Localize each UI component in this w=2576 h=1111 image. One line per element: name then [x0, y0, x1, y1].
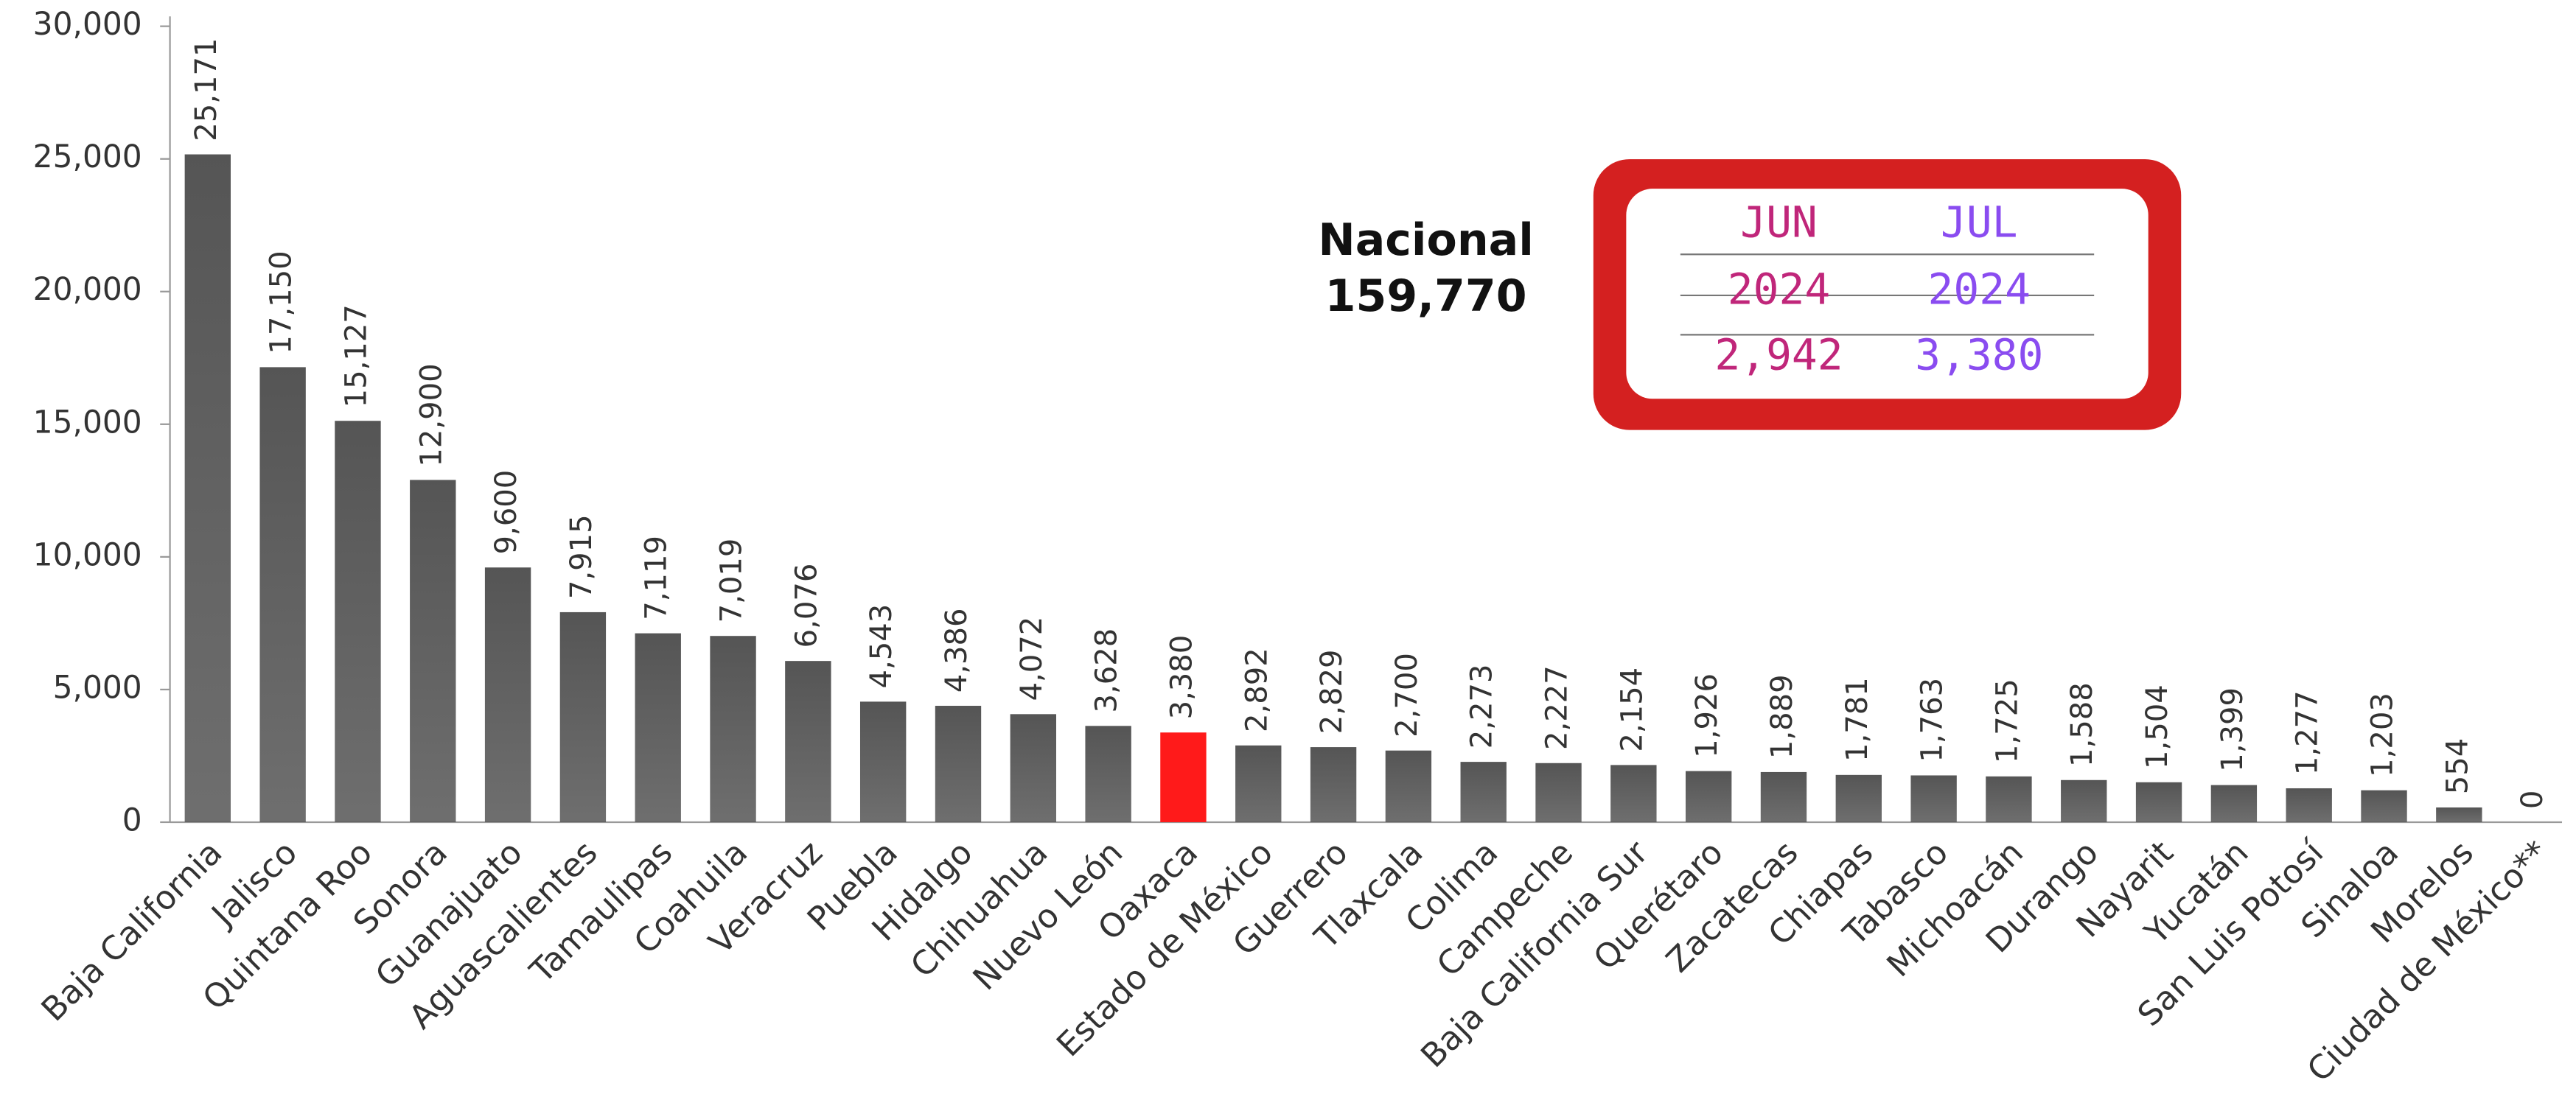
y-tick-label: 30,000 [33, 6, 142, 42]
bar [559, 611, 607, 822]
bar [2210, 785, 2258, 822]
value-label: 2,892 [1240, 648, 1274, 732]
y-tick-label: 5,000 [53, 669, 142, 705]
inset: JUN 2024 2,942 JUL 2024 3,380 [1593, 159, 2182, 430]
value-label: 0 [2516, 791, 2549, 810]
value-label: 1,725 [1990, 679, 2024, 763]
value-label: 1,277 [2291, 690, 2325, 775]
bar [1835, 774, 1882, 822]
inset-month: JUL [1941, 197, 2018, 247]
value-label: 17,150 [265, 250, 299, 354]
value-label: 7,019 [715, 539, 749, 623]
bar [1610, 765, 1657, 822]
bar [785, 661, 831, 822]
bar [1235, 745, 1282, 822]
bar [484, 567, 531, 822]
value-label: 1,504 [2140, 684, 2174, 769]
inset-value: 3,380 [1915, 330, 2043, 380]
value-label: 25,171 [189, 38, 223, 141]
value-label: 2,154 [1615, 667, 1649, 752]
value-label: 4,072 [1015, 617, 1049, 701]
value-label: 1,763 [1916, 678, 1950, 763]
value-label: 7,119 [640, 536, 674, 620]
bar [184, 154, 231, 822]
bar [1910, 775, 1957, 822]
bar [1160, 732, 1207, 822]
bar [1986, 776, 2032, 822]
value-label: 1,399 [2216, 687, 2249, 772]
bar [1460, 762, 1507, 822]
bar [1085, 726, 1131, 822]
bar [710, 636, 756, 822]
y-tick-label: 25,000 [33, 139, 142, 175]
value-label: 1,588 [2065, 682, 2099, 767]
value-label: 2,273 [1465, 665, 1499, 749]
bar [335, 421, 381, 822]
bar [2436, 807, 2482, 822]
value-label: 2,227 [1540, 665, 1574, 750]
bar [259, 367, 306, 822]
bar [2361, 790, 2407, 822]
value-label: 1,889 [1765, 674, 1799, 759]
inset-year: 2024 [1928, 264, 2031, 315]
value-label: 2,829 [1315, 650, 1349, 735]
value-label: 9,600 [489, 470, 523, 555]
bar [1310, 747, 1357, 822]
value-label: 6,076 [789, 564, 823, 648]
bar [1760, 771, 1807, 822]
value-label: 554 [2440, 738, 2474, 795]
bar [1385, 750, 1432, 822]
bar [1010, 714, 1056, 822]
value-label: 3,628 [1090, 628, 1124, 713]
value-label: 1,926 [1690, 673, 1724, 758]
value-label: 2,700 [1390, 653, 1424, 737]
value-label: 12,900 [414, 363, 448, 466]
value-label: 7,915 [565, 514, 598, 599]
y-tick-label: 10,000 [33, 536, 142, 572]
value-label: 1,203 [2366, 693, 2400, 777]
bar [2286, 788, 2332, 822]
bar [1685, 771, 1732, 822]
bar [935, 706, 982, 822]
bar [2061, 779, 2107, 822]
bar [2135, 782, 2182, 822]
inset-month: JUN [1740, 197, 1818, 247]
y-tick-label: 20,000 [33, 271, 142, 307]
value-label: 4,386 [940, 608, 974, 693]
bar [410, 480, 456, 822]
inset-value: 2,942 [1714, 330, 1843, 380]
annotation-line: 159,770 [1325, 270, 1527, 322]
annotation-line: Nacional [1318, 214, 1533, 266]
y-tick-label: 15,000 [33, 404, 142, 440]
inset-panel [1626, 189, 2149, 399]
value-label: 4,543 [865, 604, 898, 689]
bar [859, 701, 907, 822]
value-label: 3,380 [1165, 635, 1198, 720]
bar [635, 633, 681, 822]
y-tick-label: 0 [122, 802, 142, 838]
inset-year: 2024 [1728, 264, 1830, 315]
value-label: 15,127 [339, 304, 373, 407]
value-label: 1,781 [1840, 677, 1874, 762]
x-tick-label: Baja California [34, 833, 229, 1028]
bar [1535, 763, 1582, 822]
